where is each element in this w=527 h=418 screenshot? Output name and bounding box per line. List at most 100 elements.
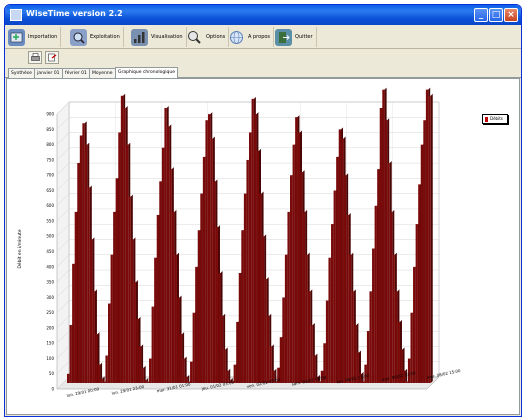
bar — [356, 352, 359, 383]
bar — [384, 120, 388, 383]
bar — [195, 266, 198, 383]
menu-quitter-label: Quitter — [295, 34, 313, 40]
bar — [282, 297, 285, 383]
maximize-button[interactable]: □ — [489, 8, 503, 22]
bar — [174, 254, 177, 383]
y-tick-label: 250 — [46, 310, 54, 315]
bar — [410, 312, 413, 383]
bar — [187, 381, 190, 383]
app-window: WiseTime version 2.2 _ □ × Importation E… — [4, 4, 522, 417]
bar — [141, 367, 144, 383]
bar — [400, 349, 403, 383]
bar — [207, 114, 211, 383]
bar — [202, 156, 206, 383]
print-button[interactable] — [28, 51, 42, 64]
bar — [318, 381, 321, 383]
bar — [279, 337, 283, 383]
bar — [323, 343, 326, 383]
bar — [223, 349, 226, 383]
bar — [246, 159, 249, 383]
grid-line-side — [56, 254, 70, 267]
bar-side — [405, 368, 408, 383]
x-tick-label: lun. 29/01 23:00 — [111, 384, 145, 396]
exit-icon — [275, 28, 292, 46]
bar — [264, 279, 267, 383]
bar — [333, 190, 336, 383]
bar — [220, 315, 224, 383]
menu-apropos-label: A propos — [248, 34, 271, 40]
title-bar[interactable]: WiseTime version 2.2 _ □ × — [5, 5, 521, 25]
bar-side — [100, 362, 103, 383]
bar — [418, 184, 421, 383]
menu-exploitation[interactable]: Exploitation — [70, 27, 124, 47]
y-tick-label: 900 — [46, 112, 54, 117]
x-tick-label: lun. 05/02 11:00 — [336, 373, 370, 385]
tab-janvier-01[interactable]: janvier 01 — [34, 68, 63, 78]
bar — [225, 370, 229, 383]
bar — [413, 266, 416, 383]
bar — [182, 358, 185, 383]
bar — [233, 364, 236, 383]
secondary-toolbar — [5, 50, 521, 66]
bar — [428, 95, 431, 384]
tab-fevrier-01[interactable]: février 01 — [62, 68, 90, 78]
bar — [254, 114, 257, 383]
grid-line-side — [56, 178, 70, 191]
menu-quitter[interactable]: Quitter — [275, 27, 317, 47]
tab-moyenne[interactable]: Moyenne — [89, 68, 116, 78]
menu-importation[interactable]: Importation — [8, 27, 62, 47]
close-button[interactable]: × — [504, 8, 518, 22]
bar — [151, 306, 154, 383]
bar — [348, 254, 352, 383]
bar — [190, 361, 193, 383]
legend-label: Débits — [490, 116, 503, 121]
bar — [377, 169, 380, 383]
bar — [256, 150, 259, 383]
bar — [290, 175, 293, 383]
bar — [169, 169, 172, 383]
bar — [108, 303, 111, 383]
bar — [361, 381, 365, 383]
bar — [100, 378, 103, 383]
main-toolbar: Importation Exploitation Visualisation O… — [5, 25, 521, 49]
x-tick-label: lun. 29/01 00:00 — [66, 386, 100, 398]
bar — [387, 163, 390, 383]
tab-synthese[interactable]: Synthèse — [8, 68, 35, 78]
bar — [205, 120, 208, 383]
bar — [272, 370, 275, 383]
y-tick-label: 100 — [46, 356, 54, 361]
bar — [200, 193, 203, 383]
y-tick-label: 700 — [46, 173, 54, 178]
bar — [259, 193, 262, 383]
tab-graphique-chronologique[interactable]: Graphique chronologique — [115, 67, 178, 79]
bar — [184, 376, 188, 383]
minimize-button[interactable]: _ — [474, 8, 488, 22]
menu-importation-label: Importation — [28, 34, 58, 40]
menu-options[interactable]: Options — [186, 27, 230, 47]
bar-side — [187, 374, 190, 383]
grid-line-side — [56, 162, 70, 176]
bar — [231, 381, 234, 383]
export-button[interactable] — [45, 51, 59, 64]
bar — [105, 355, 108, 383]
bar — [97, 364, 101, 383]
bar — [379, 108, 383, 383]
grid-line-side — [56, 331, 70, 344]
bar — [72, 263, 75, 383]
bar — [389, 211, 393, 383]
bar — [354, 324, 357, 383]
grid-line-side — [56, 315, 70, 329]
bar — [423, 120, 426, 383]
menu-apropos[interactable]: A propos — [228, 27, 275, 47]
bar — [307, 291, 311, 383]
bar — [328, 257, 331, 383]
y-tick-label: 0 — [51, 387, 54, 392]
bar — [79, 135, 83, 383]
bar — [313, 355, 316, 383]
bar-side — [184, 356, 187, 383]
bar — [115, 178, 119, 383]
magnifier-icon — [70, 28, 87, 46]
bar — [261, 236, 265, 383]
menu-visualisation[interactable]: Visualisation — [131, 27, 187, 47]
bar — [300, 172, 303, 383]
